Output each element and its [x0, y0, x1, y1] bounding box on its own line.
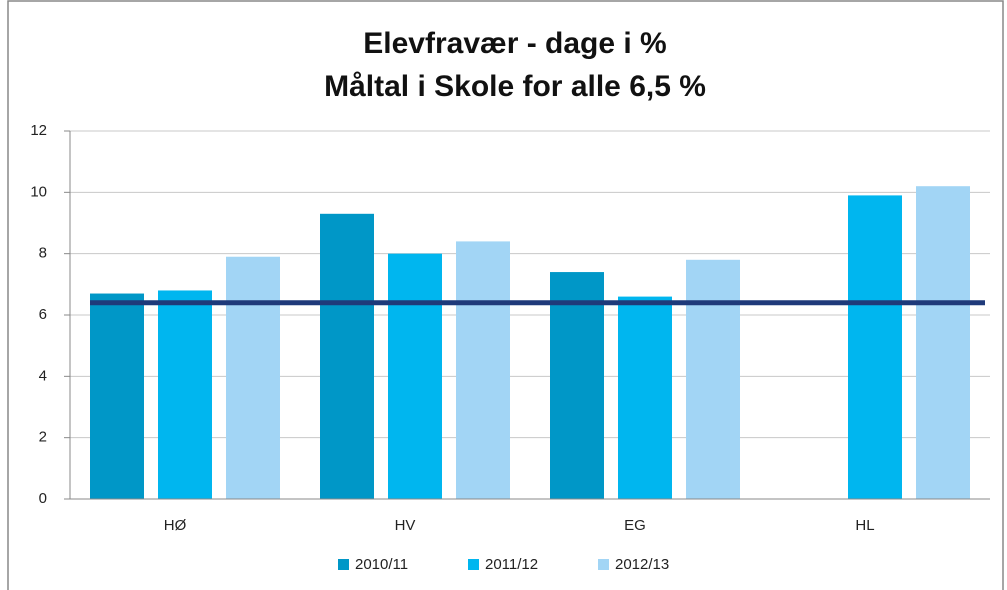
chart-title: Elevfravær - dage i % — [363, 27, 666, 60]
y-tick-label: 2 — [39, 429, 47, 446]
x-tick-label: HØ — [164, 517, 187, 534]
x-tick-label: HV — [395, 517, 416, 534]
bar — [158, 290, 212, 499]
legend-swatch — [468, 559, 479, 570]
bar — [848, 195, 902, 499]
legend-label: 2010/11 — [355, 556, 408, 573]
bar — [90, 293, 144, 499]
y-tick-label: 12 — [30, 122, 47, 139]
y-tick-label: 4 — [39, 367, 47, 384]
bar — [618, 296, 672, 499]
bar — [550, 272, 604, 499]
legend-swatch — [338, 559, 349, 570]
bar — [320, 213, 374, 500]
bar — [686, 259, 740, 499]
legend-swatch — [598, 559, 609, 570]
chart-subtitle: Måltal i Skole for alle 6,5 % — [324, 70, 706, 103]
x-tick-label: EG — [624, 517, 646, 534]
y-tick-label: 8 — [39, 245, 47, 262]
bar — [456, 241, 510, 499]
bar — [226, 256, 280, 499]
y-tick-label: 6 — [39, 306, 47, 323]
legend-label: 2012/13 — [615, 556, 669, 573]
y-tick-label: 10 — [30, 183, 47, 200]
x-tick-label: HL — [855, 517, 874, 534]
bar — [916, 186, 970, 499]
legend-label: 2011/12 — [485, 556, 538, 573]
bar — [388, 253, 442, 499]
y-tick-label: 0 — [39, 490, 47, 507]
